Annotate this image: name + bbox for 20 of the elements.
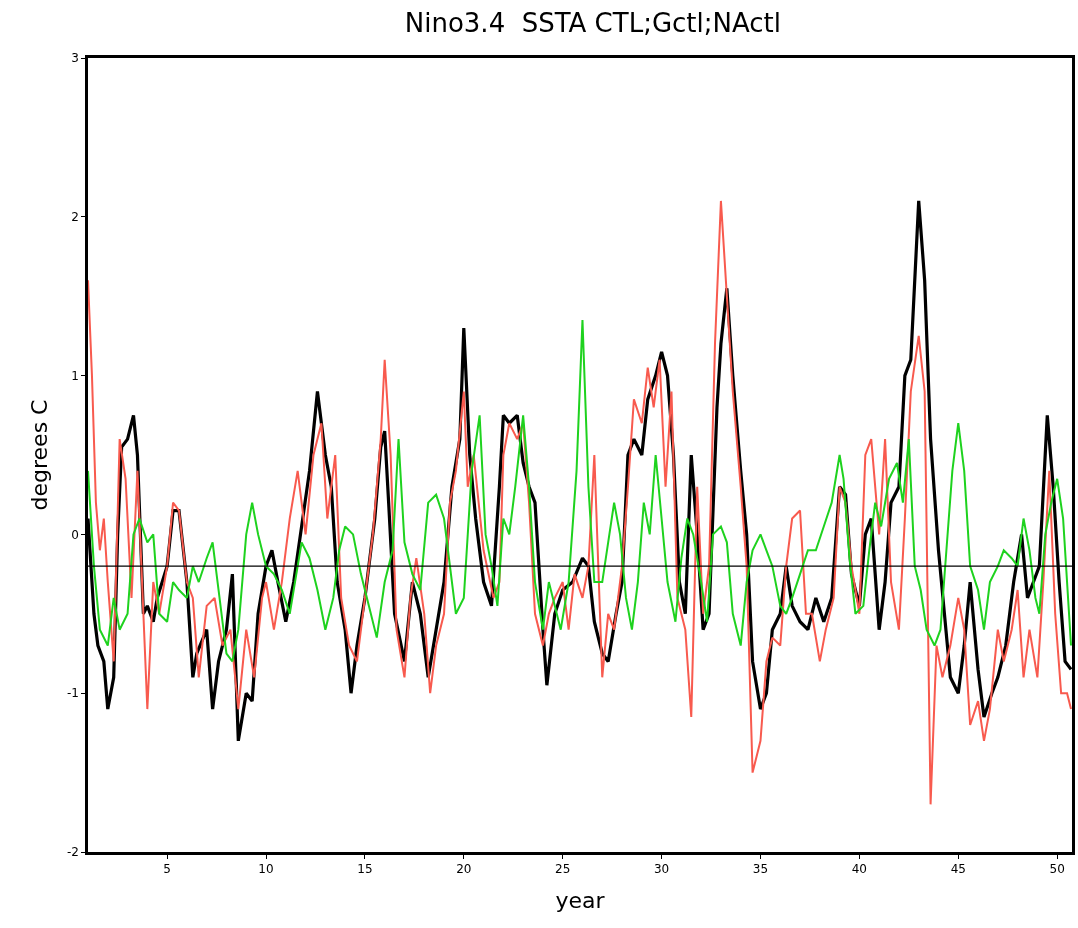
y-tick-label: 3: [71, 51, 79, 66]
y-tick-label: -1: [66, 686, 79, 701]
y-tick-label: 2: [71, 210, 79, 224]
x-tick-label: 10: [258, 862, 274, 877]
x-tick-label: 25: [555, 862, 571, 877]
x-axis-title: year: [555, 888, 606, 914]
x-tick-label: 35: [752, 862, 769, 877]
x-tick-label: 20: [456, 862, 472, 877]
y-tick-label: 1: [71, 368, 79, 383]
x-tick-label: 30: [653, 862, 670, 877]
chart-title: Nino3.4 SSTA CTL;Gctl;NActl: [404, 8, 782, 39]
y-axis-title: degrees C: [26, 399, 52, 511]
x-tick-label: 5: [163, 862, 171, 877]
line-series: [88, 319, 1072, 663]
x-tick-label: 15: [357, 862, 373, 877]
x-tick-label: 50: [1049, 862, 1065, 877]
y-tick-label: -2: [66, 845, 79, 860]
y-tick-label: 0: [71, 527, 79, 542]
x-tick-label: 45: [950, 862, 966, 877]
x-tick-label: 40: [851, 862, 868, 877]
